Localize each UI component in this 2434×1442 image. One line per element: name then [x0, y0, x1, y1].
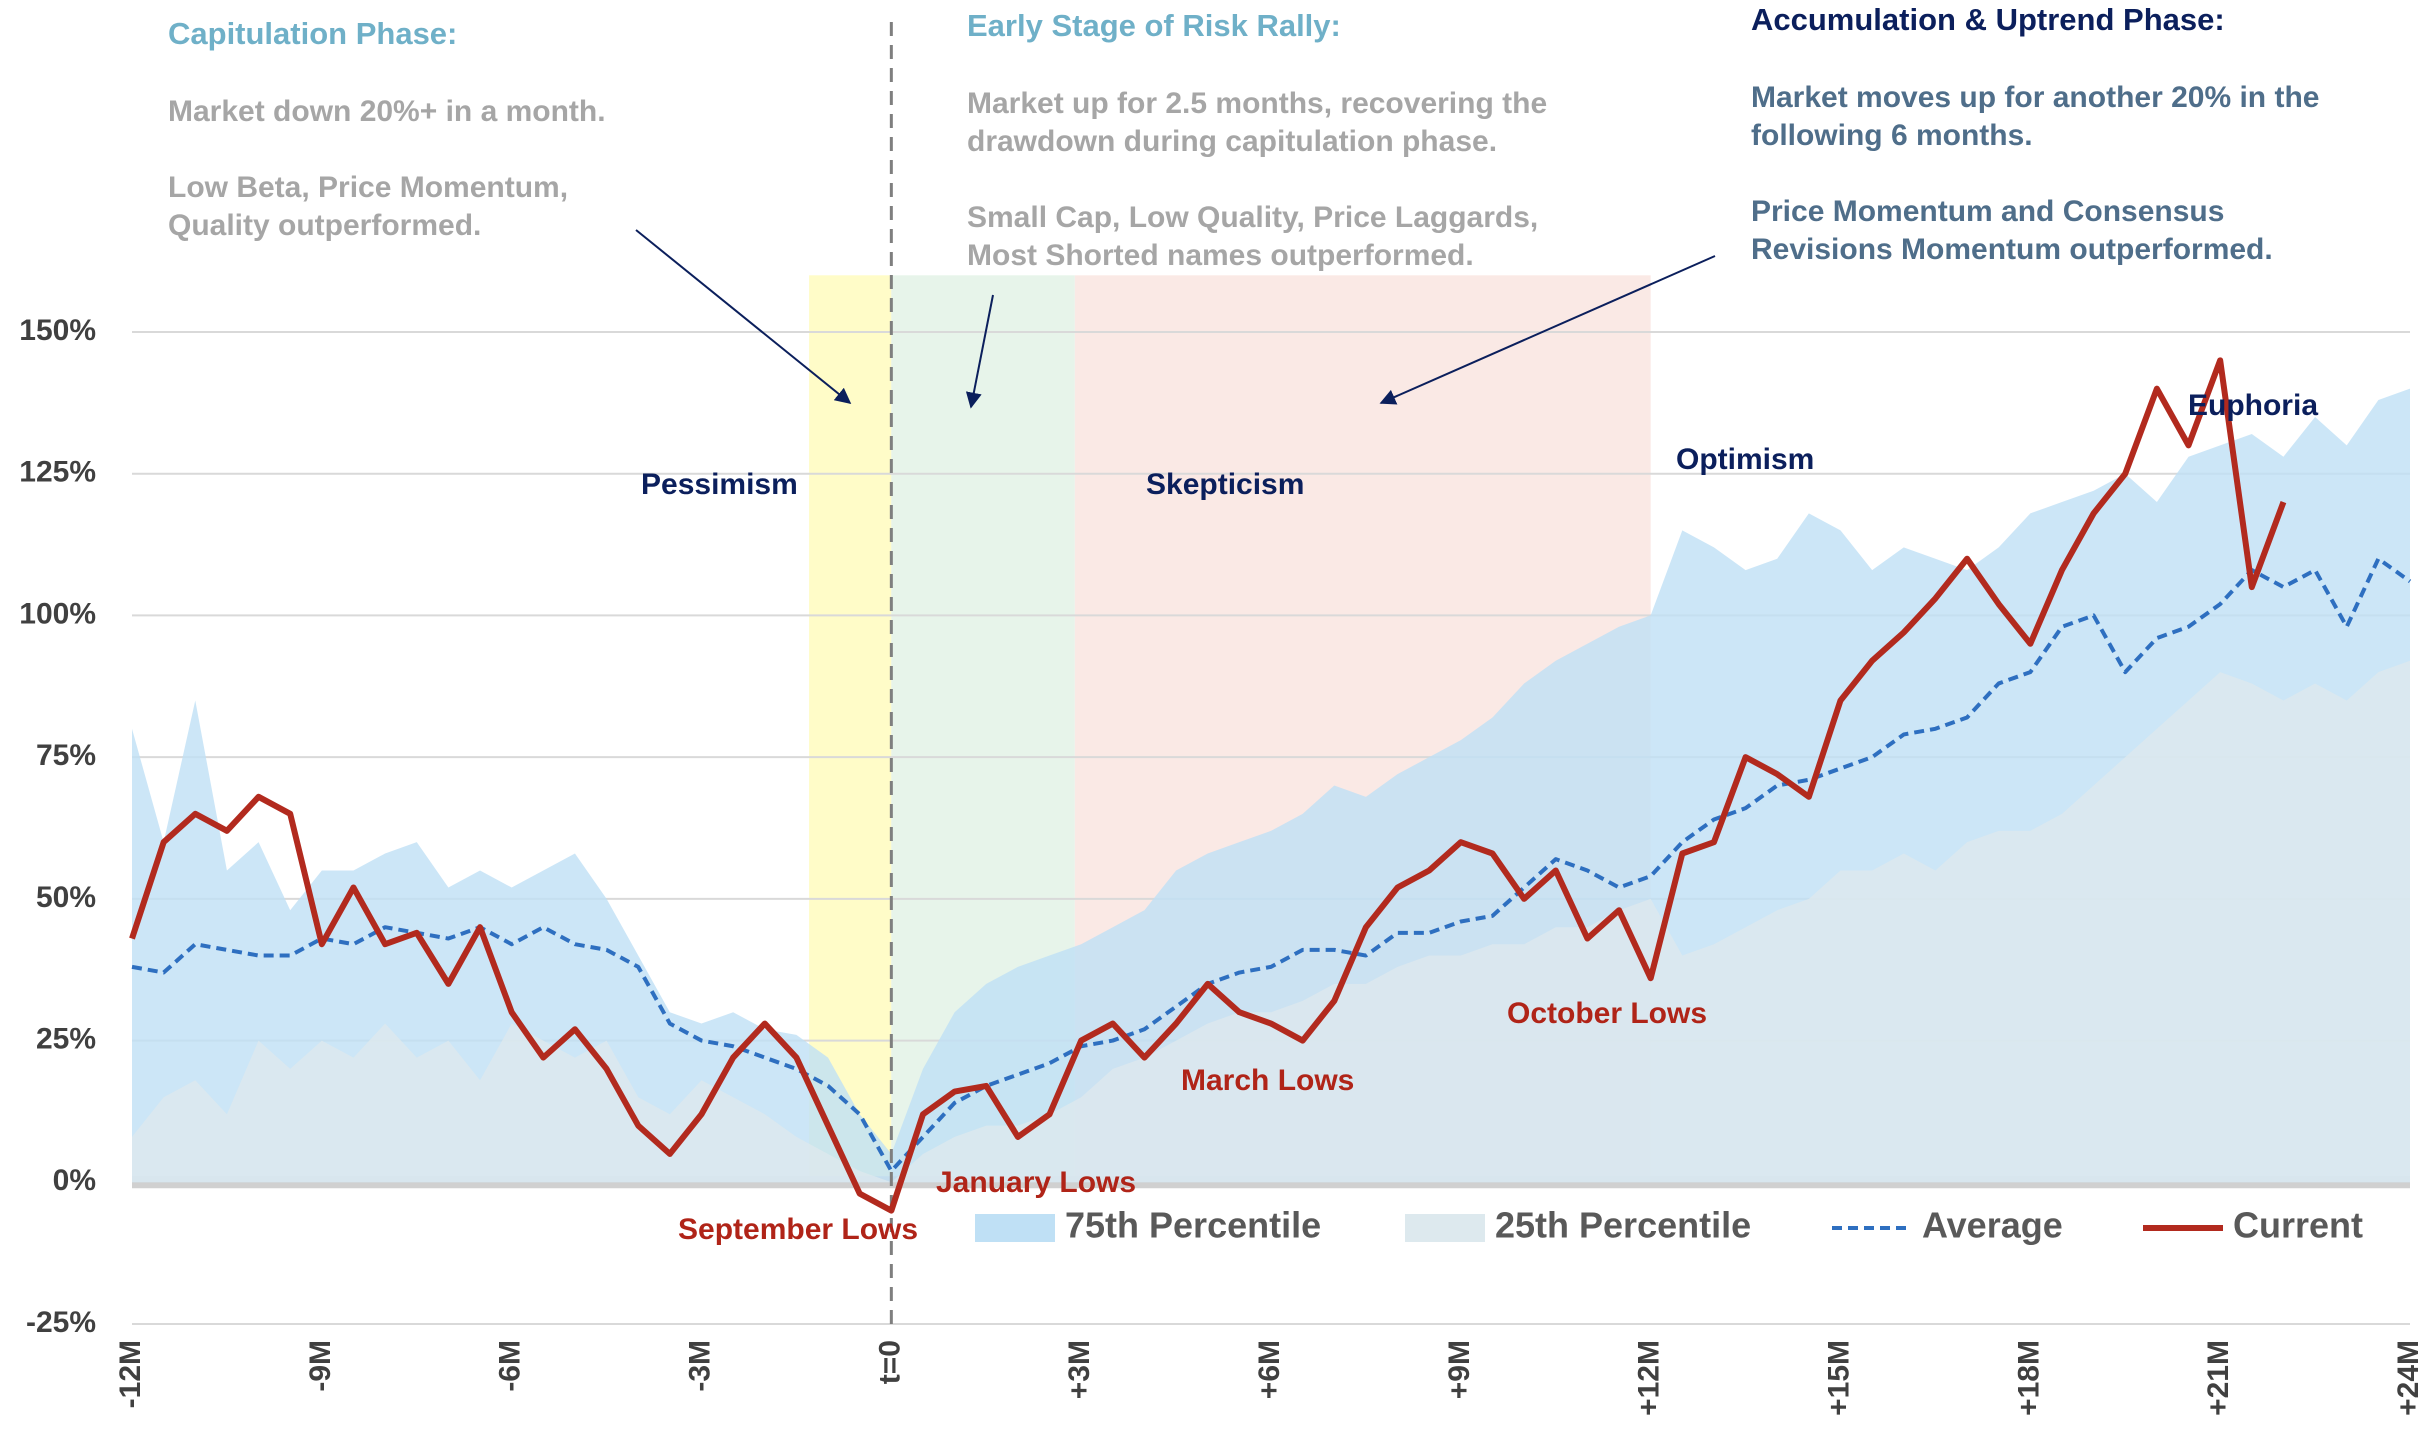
y-tick-label: 50% — [36, 881, 96, 914]
y-tick-label: 100% — [19, 597, 96, 630]
legend-label: Average — [1922, 1205, 2063, 1246]
y-tick-label: -25% — [26, 1306, 96, 1339]
y-tick-label: 125% — [19, 456, 96, 489]
event-label: January Lows — [936, 1166, 1136, 1199]
legend-swatch — [975, 1214, 1055, 1242]
arrow — [965, 294, 994, 409]
x-tick-label: -9M — [304, 1340, 337, 1392]
legend-label: 25th Percentile — [1495, 1205, 1751, 1246]
arrow — [635, 229, 852, 405]
x-tick-label: -3M — [683, 1340, 716, 1392]
phase-band — [809, 275, 892, 1183]
legend-label: Current — [2233, 1205, 2363, 1246]
y-tick-label: 0% — [53, 1164, 96, 1197]
event-label: September Lows — [678, 1213, 918, 1246]
phase-label: Pessimism — [641, 468, 798, 501]
annotation-text: Market up for 2.5 months, recovering the — [967, 87, 1547, 120]
lines — [129, 22, 2412, 1324]
annotation-title: Capitulation Phase: — [168, 16, 457, 51]
y-tick-label: 25% — [36, 1022, 96, 1055]
legend-label: 75th Percentile — [1065, 1205, 1321, 1246]
x-tick-label: +12M — [1633, 1340, 1666, 1416]
annotation-text: drawdown during capitulation phase. — [967, 125, 1497, 158]
annotation-text: Price Momentum and Consensus — [1751, 195, 2224, 228]
phase-label: Skepticism — [1146, 468, 1304, 501]
x-tick-label: t=0 — [873, 1340, 906, 1384]
phase-label: Optimism — [1676, 443, 1814, 476]
annotation-text: Market moves up for another 20% in the — [1751, 81, 2319, 114]
arrows — [635, 229, 1716, 409]
x-tick-label: +18M — [2012, 1340, 2045, 1416]
phase-label: Euphoria — [2188, 389, 2318, 422]
x-tick-label: +24M — [2392, 1340, 2425, 1416]
annotation-text: Low Beta, Price Momentum, — [168, 171, 568, 204]
areas — [132, 388, 2410, 1183]
annotation-text: Quality outperformed. — [168, 209, 481, 242]
x-tick-label: -6M — [494, 1340, 527, 1392]
arrow — [1379, 255, 1716, 405]
event-label: October Lows — [1507, 997, 1707, 1030]
annotation-title: Accumulation & Uptrend Phase: — [1751, 2, 2225, 37]
y-tick-label: 75% — [36, 739, 96, 772]
x-tick-label: +15M — [1822, 1340, 1855, 1416]
x-tick-label: +21M — [2202, 1340, 2235, 1416]
x-tick-label: -12M — [114, 1340, 147, 1408]
x-tick-label: +9M — [1443, 1340, 1476, 1399]
legend-swatch — [1405, 1214, 1485, 1242]
x-tick-label: +3M — [1063, 1340, 1096, 1399]
labels: -25% 0% 25% 50% 75% 100% 125% 150% -12M -9M -6M -3M… — [19, 2, 2425, 1416]
x-tick-label: +6M — [1253, 1340, 1286, 1399]
annotation-text: following 6 months. — [1751, 119, 2033, 152]
y-tick-label: 150% — [19, 314, 96, 347]
annotation-title: Early Stage of Risk Rally: — [967, 8, 1341, 43]
event-label: March Lows — [1181, 1064, 1354, 1097]
annotation-text: Revisions Momentum outperformed. — [1751, 233, 2273, 266]
series-line — [129, 357, 2287, 1214]
annotation-text: Small Cap, Low Quality, Price Laggards, — [967, 201, 1538, 234]
series-line — [131, 556, 2412, 1173]
annotation-text: Most Shorted names outperformed. — [967, 239, 1474, 272]
annotation-text: Market down 20%+ in a month. — [168, 95, 606, 128]
percentile-area — [132, 660, 2410, 1183]
